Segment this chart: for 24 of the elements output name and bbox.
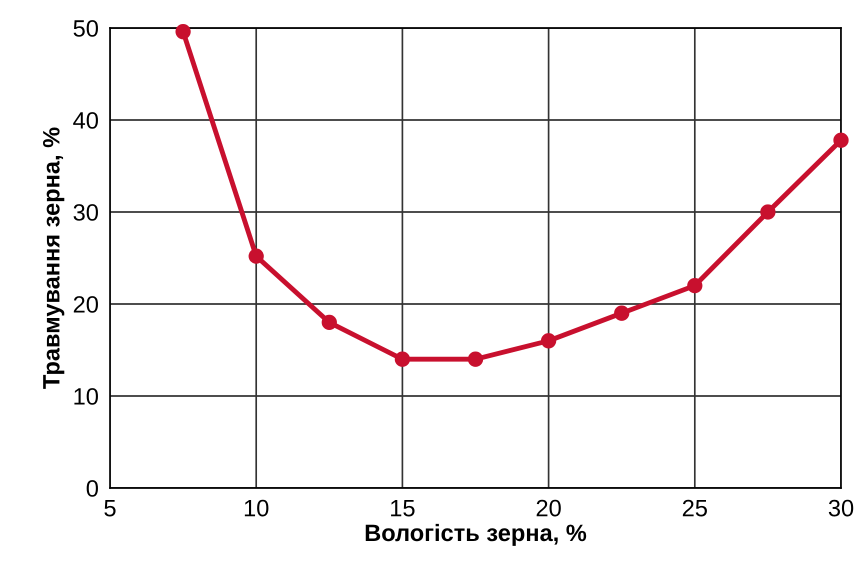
point	[175, 24, 191, 40]
point	[322, 314, 337, 330]
x-tick-label: 30	[828, 500, 854, 516]
point	[248, 248, 264, 264]
x-tick-label: 15	[391, 500, 415, 516]
x-tick-label: 5	[104, 500, 116, 516]
point	[468, 352, 484, 367]
point	[760, 204, 776, 220]
y-tick-label: 0	[86, 480, 98, 497]
point	[833, 132, 849, 148]
y-axis-title: Травмування зерна, %	[42, 128, 64, 389]
y-tick-label: 10	[74, 388, 98, 405]
point	[540, 333, 556, 348]
y-tick-label: 20	[74, 296, 98, 313]
x-axis-title: Вологість зерна, %	[366, 524, 586, 546]
x-tick-label: 25	[682, 500, 707, 516]
x-tick-label: 10	[244, 500, 268, 516]
y-tick-label: 30	[74, 204, 98, 221]
y-tick-label: 40	[73, 112, 98, 129]
x-tick-label: 20	[536, 500, 561, 516]
point	[687, 278, 702, 294]
y-tick-label: 50	[74, 20, 98, 37]
point	[394, 352, 410, 367]
point	[614, 306, 630, 321]
